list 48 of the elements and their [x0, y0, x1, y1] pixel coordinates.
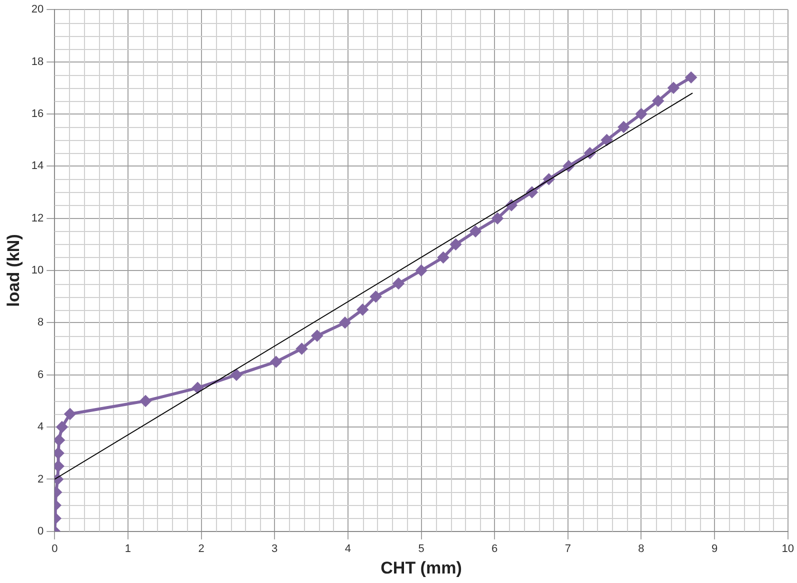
y-tick-label: 0	[38, 525, 44, 538]
point	[192, 382, 204, 394]
x-axis-title: CHT (mm)	[380, 558, 462, 578]
point	[64, 408, 76, 420]
point	[618, 122, 630, 133]
point	[370, 291, 382, 302]
y-tick-label: 20	[31, 4, 44, 16]
point	[296, 343, 308, 354]
y-tick-label: 4	[38, 421, 44, 434]
y-tick-label: 2	[38, 473, 44, 486]
x-tick-label: 9	[711, 543, 718, 556]
point	[54, 434, 65, 446]
point	[140, 395, 152, 406]
x-tick-label: 3	[272, 543, 278, 556]
x-tick-label: 10	[782, 543, 794, 556]
y-tick-label: 6	[38, 368, 44, 381]
y-tick-label: 12	[31, 212, 44, 224]
point	[450, 238, 462, 250]
point	[668, 82, 679, 94]
x-tick-label: 4	[344, 543, 351, 556]
point	[393, 278, 404, 290]
y-axis-title: load (kN)	[4, 234, 23, 307]
x-tick-label: 6	[492, 543, 498, 556]
point	[357, 304, 368, 316]
point	[470, 226, 482, 237]
point	[230, 369, 242, 380]
y-tick-label: 8	[38, 316, 44, 329]
y-tick-label: 14	[31, 160, 44, 172]
x-tick-label: 2	[198, 543, 204, 556]
point	[438, 252, 449, 263]
point	[312, 330, 323, 342]
y-tick-label: 16	[31, 108, 44, 120]
x-tick-label: 7	[564, 543, 571, 556]
point	[686, 72, 697, 83]
point	[340, 317, 350, 328]
x-tick-label: 8	[638, 543, 644, 556]
y-tick-label: 10	[31, 264, 44, 277]
point	[56, 422, 68, 433]
point	[416, 265, 427, 276]
y-tick-label: 18	[31, 56, 44, 68]
point	[601, 134, 612, 146]
x-tick-label: 1	[124, 543, 132, 556]
point	[492, 212, 504, 224]
point	[652, 95, 664, 106]
x-tick-label: 5	[418, 543, 424, 556]
point	[270, 356, 282, 368]
point	[636, 108, 647, 120]
x-tick-label: 0	[52, 543, 58, 556]
